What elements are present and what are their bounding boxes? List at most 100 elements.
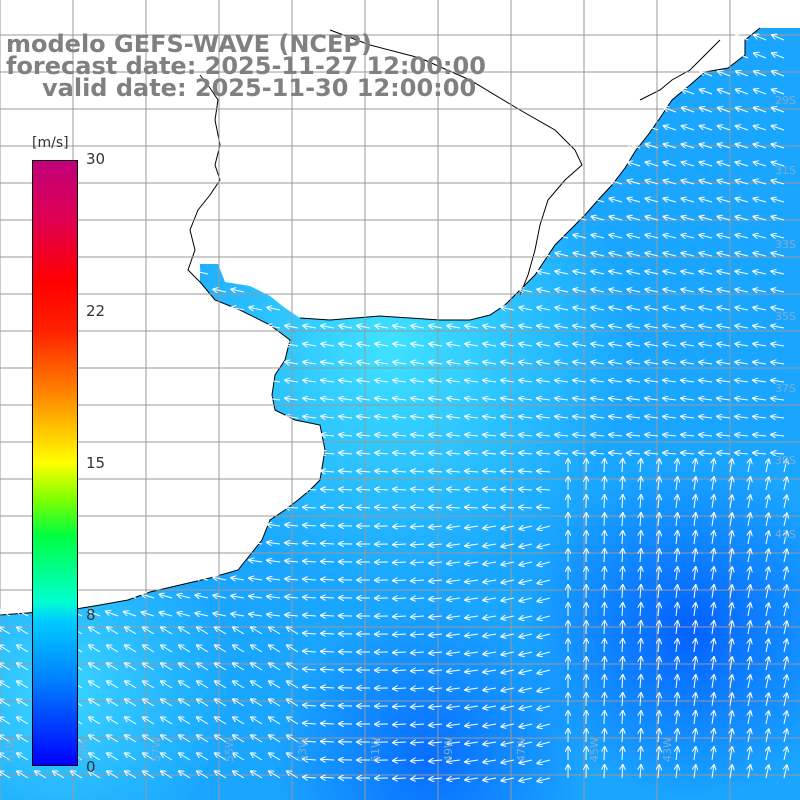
wind-arrow xyxy=(663,416,677,418)
wind-arrow xyxy=(233,735,245,743)
wind-arrow xyxy=(125,645,137,653)
wind-arrow xyxy=(357,398,371,400)
wind-arrow xyxy=(357,344,371,346)
wind-arrow xyxy=(573,380,587,382)
wind-arrow xyxy=(712,639,714,653)
wind-arrow xyxy=(303,507,317,508)
wind-arrow xyxy=(622,693,623,707)
wind-arrow xyxy=(285,362,299,364)
wind-arrow xyxy=(321,669,335,670)
wind-arrow xyxy=(664,217,677,220)
wind-arrow xyxy=(161,681,173,689)
wind-arrow xyxy=(267,398,281,400)
wind-arrow xyxy=(736,53,749,59)
wind-arrow xyxy=(287,753,299,761)
wind-arrow xyxy=(537,760,551,763)
wind-arrow xyxy=(784,513,787,527)
wind-arrow xyxy=(339,507,353,508)
wind-arrow xyxy=(231,307,245,310)
wind-arrow xyxy=(609,380,623,382)
wind-arrow xyxy=(766,621,769,635)
wind-arrow xyxy=(754,108,767,113)
wind-arrow xyxy=(628,162,641,167)
wind-arrow xyxy=(736,71,749,77)
wind-arrow xyxy=(465,562,479,564)
wind-arrow xyxy=(411,489,425,490)
wind-arrow xyxy=(735,326,749,328)
wind-arrow xyxy=(658,621,659,635)
wind-arrow xyxy=(646,180,659,184)
wind-arrow xyxy=(429,453,443,454)
wind-arrow xyxy=(676,765,678,779)
wind-arrow xyxy=(483,724,497,726)
wind-arrow xyxy=(663,235,677,238)
wind-arrow xyxy=(519,706,533,709)
wind-arrow xyxy=(784,711,787,725)
wind-arrow xyxy=(0,627,11,635)
wind-arrow xyxy=(712,747,714,761)
wind-arrow xyxy=(622,459,623,473)
wind-arrow xyxy=(321,579,335,580)
wind-arrow xyxy=(465,580,479,582)
wind-arrow xyxy=(267,524,281,526)
wind-arrow xyxy=(393,598,407,599)
wind-arrow xyxy=(604,531,605,545)
wind-arrow xyxy=(658,549,659,563)
wind-arrow xyxy=(555,271,569,274)
wind-arrow xyxy=(645,253,659,256)
wind-arrow xyxy=(640,693,641,707)
wind-arrow xyxy=(465,489,479,490)
longitude-labels: 61W 59W 57W 55W 53W 51W 49W 47W 45W 43W xyxy=(4,737,674,762)
wind-arrow xyxy=(694,711,696,725)
wind-arrow xyxy=(17,699,29,707)
wind-arrow xyxy=(161,663,173,671)
wind-arrow xyxy=(676,585,678,599)
wind-arrow xyxy=(143,681,155,689)
wind-arrow xyxy=(285,579,299,580)
wind-arrow xyxy=(592,198,605,202)
wind-arrow xyxy=(213,613,227,616)
wind-arrow xyxy=(658,747,659,761)
wind-arrow xyxy=(411,724,425,725)
wind-arrow xyxy=(321,362,335,364)
wind-arrow xyxy=(771,326,785,328)
wind-arrow xyxy=(573,271,587,274)
wind-arrow xyxy=(748,711,750,725)
wind-arrow xyxy=(717,307,731,310)
wind-arrow xyxy=(125,735,137,743)
wind-arrow xyxy=(784,603,787,617)
wind-arrow xyxy=(215,645,227,653)
wind-arrow xyxy=(736,198,749,202)
wind-arrow xyxy=(753,362,767,364)
wind-arrow xyxy=(483,362,497,364)
wind-arrow xyxy=(718,126,731,131)
wind-arrow xyxy=(411,598,425,599)
wind-arrow xyxy=(88,611,101,617)
colorbar-tick-0: 0 xyxy=(86,758,96,776)
wind-arrow xyxy=(622,513,623,527)
wind-arrow xyxy=(646,162,659,167)
wind-arrow xyxy=(375,416,389,418)
wind-arrow xyxy=(107,735,119,743)
wind-arrow xyxy=(735,344,749,346)
wind-arrow xyxy=(287,699,299,707)
wind-arrow xyxy=(610,217,623,220)
wind-arrow xyxy=(640,549,641,563)
wind-arrow xyxy=(663,362,677,364)
wind-arrow xyxy=(694,621,696,635)
wind-arrow xyxy=(519,688,533,691)
wind-arrow xyxy=(645,307,659,310)
wind-arrow xyxy=(447,670,461,672)
wind-arrow xyxy=(748,639,750,653)
wind-arrow xyxy=(591,435,605,436)
wind-arrow xyxy=(658,675,659,689)
wind-arrow xyxy=(465,616,479,618)
wind-arrow xyxy=(501,760,515,763)
wind-arrow xyxy=(718,198,731,202)
wind-arrow xyxy=(676,603,678,617)
wind-arrow xyxy=(591,253,605,256)
wind-arrow xyxy=(627,416,641,418)
wind-arrow xyxy=(753,289,767,292)
wind-arrow xyxy=(357,489,371,490)
wind-arrow xyxy=(700,162,713,167)
